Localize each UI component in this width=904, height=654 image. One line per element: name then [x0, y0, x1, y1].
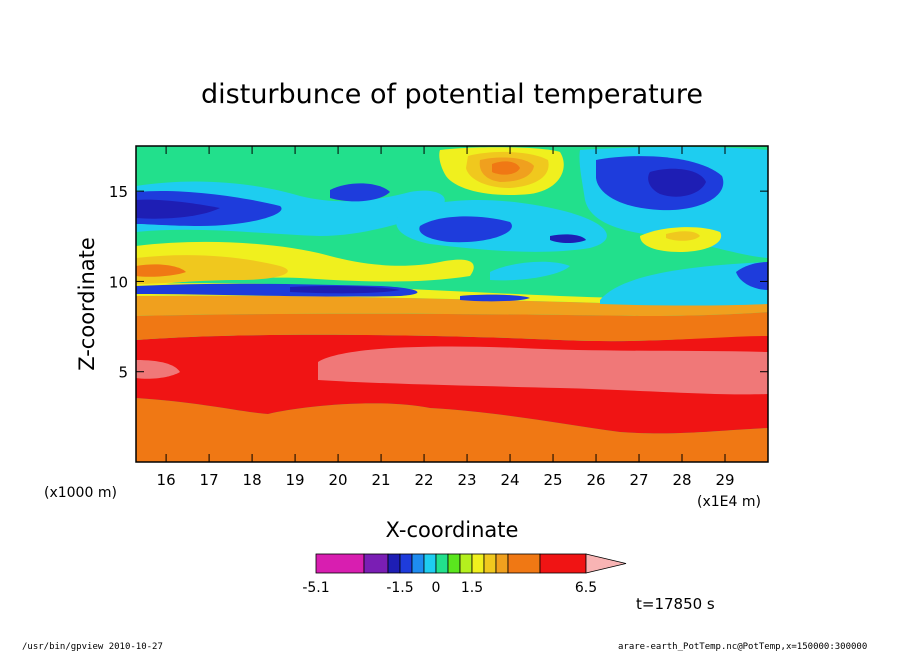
colorbar-label: -5.1: [302, 580, 329, 596]
colorbar-swatch: [423, 553, 437, 574]
band-lower-orange: [136, 398, 768, 462]
footer-right: arare-earth_PotTemp.nc@PotTemp,x=150000:…: [618, 642, 868, 652]
blue-small: [330, 183, 390, 202]
x-unit-right: (x1E4 m): [697, 494, 761, 510]
x-tick-label: 22: [415, 471, 434, 489]
x-tick-label: 16: [157, 471, 176, 489]
stripe-orange: [136, 295, 768, 316]
x-tick-label: 28: [672, 471, 691, 489]
y-tick-label: 10: [109, 273, 128, 291]
colorbar-swatch: [447, 553, 461, 574]
colorbar: [315, 553, 627, 574]
blue-spot: [460, 294, 530, 302]
x-tick-label: 19: [286, 471, 305, 489]
colorbar-swatch: [471, 553, 485, 574]
x-tick-label: 20: [329, 471, 348, 489]
colorbar-labels: -5.1 -1.5 0 1.5 6.5: [302, 580, 597, 596]
colorbar-label: 0: [432, 580, 441, 596]
colorbar-swatch: [411, 553, 425, 574]
x-axis-ticks: 16 17 18 19 20 21 22 23 24 25 26 27 28 29: [157, 146, 735, 489]
y-tick-label: 5: [118, 364, 128, 382]
orange-tongue: [136, 255, 288, 284]
y-tick-label: 15: [109, 183, 128, 201]
navy-band: [290, 286, 400, 294]
colorbar-swatch: [315, 553, 365, 574]
navy-right: [648, 168, 706, 197]
colorbar-label: 6.5: [575, 580, 597, 596]
colorbar-swatch: [483, 553, 497, 574]
x-tick-label: 18: [243, 471, 262, 489]
x-tick-label: 24: [500, 471, 519, 489]
colorbar-swatch: [507, 553, 541, 574]
y-axis-label: Z-coordinate: [75, 237, 99, 371]
x-tick-label: 27: [629, 471, 648, 489]
x-unit-left: (x1000 m): [44, 485, 117, 501]
x-tick-label: 26: [586, 471, 605, 489]
orange-core: [136, 264, 186, 277]
colorbar-swatch: [459, 553, 473, 574]
cyan-lower-mid: [490, 261, 570, 281]
x-axis-label: X-coordinate: [386, 518, 519, 542]
colorbar-swatch: [363, 553, 389, 574]
x-tick-label: 29: [715, 471, 734, 489]
colorbar-label: -1.5: [386, 580, 413, 596]
band-upper-orange: [136, 312, 768, 342]
orange-high-core: [492, 161, 520, 175]
x-tick-label: 23: [458, 471, 477, 489]
x-tick-label: 17: [200, 471, 219, 489]
navy-left: [136, 199, 220, 219]
footer-left: /usr/bin/gpview 2010-10-27: [22, 642, 163, 652]
pink-left: [136, 360, 180, 379]
x-tick-label: 25: [543, 471, 562, 489]
time-label: t=17850 s: [636, 595, 715, 613]
colorbar-swatch: [435, 553, 449, 574]
chart-title: disturbunce of potential temperature: [201, 79, 703, 110]
colorbar-swatch: [495, 553, 509, 574]
blue-mid: [419, 216, 512, 243]
plot-frame: [135, 145, 769, 463]
colorbar-arrow: [585, 553, 627, 574]
amber-right: [666, 231, 700, 241]
colorbar-label: 1.5: [461, 580, 483, 596]
navy-small: [550, 234, 586, 243]
colorbar-swatch: [539, 553, 587, 574]
pink-core: [318, 346, 768, 395]
colorbar-swatch: [399, 553, 413, 574]
cyan-lower-right: [600, 262, 768, 306]
y-axis-ticks: 15 10 5: [109, 183, 768, 382]
colorbar-swatch: [387, 553, 401, 574]
contour-field: [136, 146, 768, 462]
x-tick-label: 21: [372, 471, 391, 489]
blue-edge: [736, 262, 768, 290]
